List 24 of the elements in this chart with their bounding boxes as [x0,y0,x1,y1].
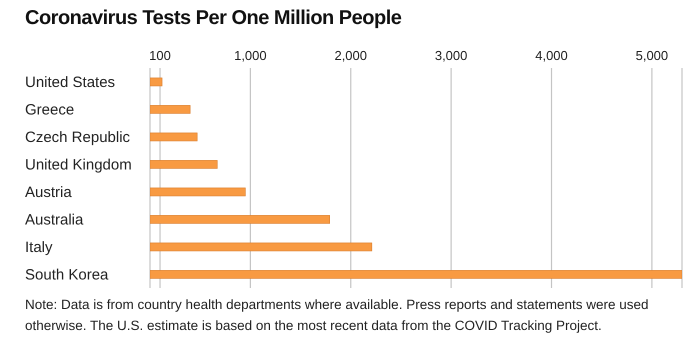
y-tick-label: United States [25,74,116,91]
text: Note: Data is from country health departments where available. Press reports and statements were used otherwise. The U.S. estimate is based on the most recent data from the COVID Tracking Project. [25,296,650,335]
y-tick-label: Australia [25,211,84,228]
y-tick-label: South Korea [25,266,110,284]
bar [150,242,372,252]
y-tick-label: United Kingdom [25,156,132,174]
x-tick-label: 4,000 [535,48,568,63]
bar [150,270,682,279]
bar [150,78,162,86]
x-tick-label: 5,000 [636,48,668,63]
bar [150,132,198,142]
y-tick-label: Austria [25,184,72,201]
y-tick-label: Greece [25,101,74,118]
bar [150,160,218,169]
x-tick-label: 100 [149,48,171,63]
chart-title: Coronavirus Tests Per One Million People [25,7,402,30]
y-tick-label: Italy [25,238,54,256]
x-tick-label: 3,000 [434,48,468,63]
bar [150,188,246,196]
bar [150,105,190,114]
bar [150,215,330,224]
x-tick-label: 1,000 [234,48,267,63]
y-tick-label: Czech Republic [25,128,131,146]
x-tick-label: 2,000 [334,48,368,63]
